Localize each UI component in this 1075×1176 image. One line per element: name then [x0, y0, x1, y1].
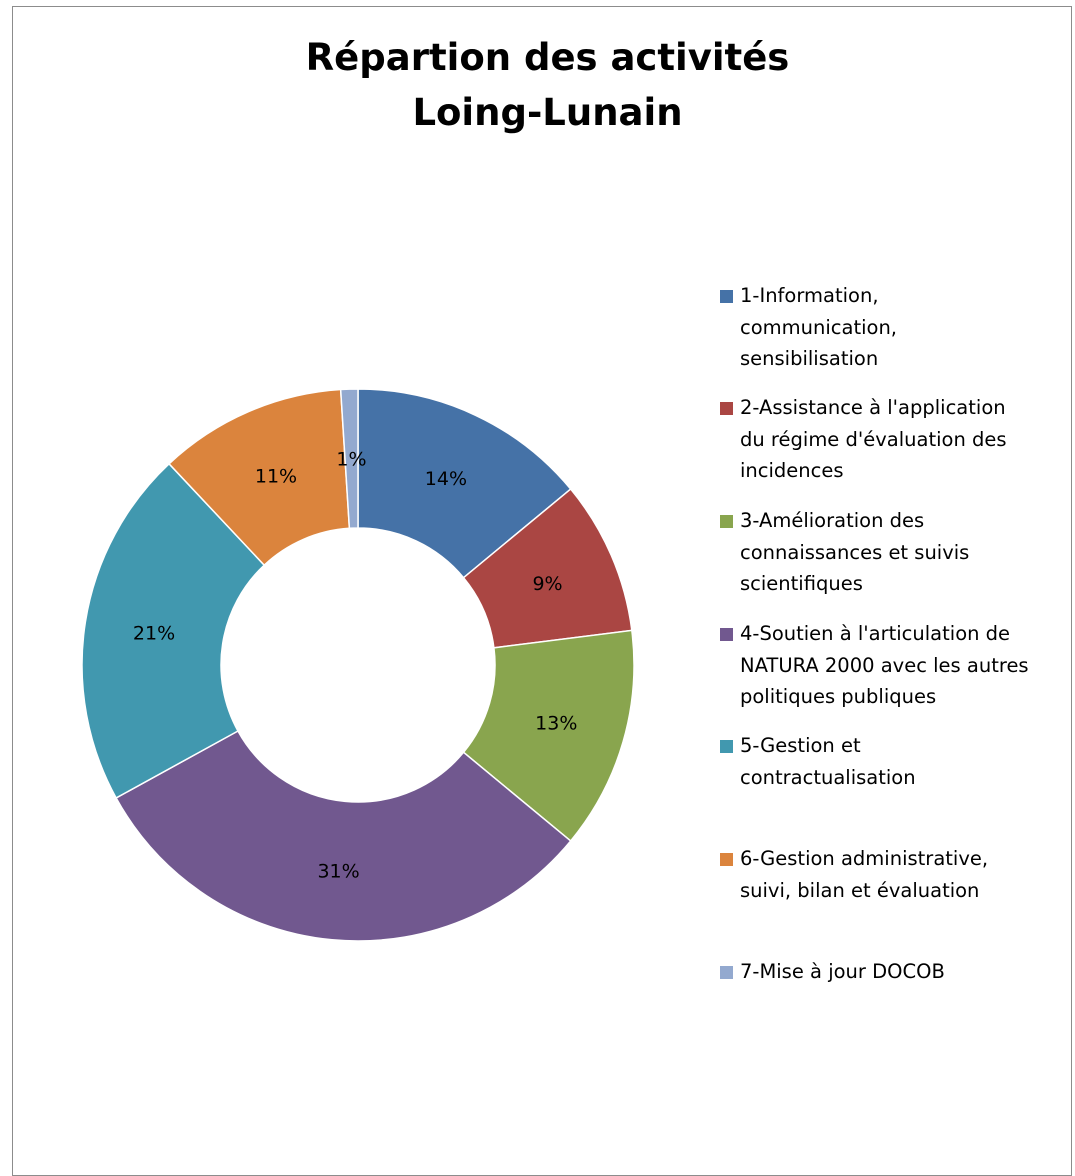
legend-swatch-3 — [720, 515, 733, 528]
slice-label-3: 13% — [535, 713, 577, 735]
slice-label-1: 14% — [425, 468, 467, 490]
legend-label-6-line-1: 6-Gestion administrative, — [740, 847, 989, 870]
legend-label-1-line-2: communication, — [740, 315, 897, 339]
legend-label-2: 2-Assistance à l'application du régime d'… — [740, 392, 1075, 487]
legend-swatch-7 — [720, 966, 733, 979]
legend-label-7-line-1: 7-Mise à jour DOCOB — [740, 960, 945, 983]
legend-label-2-line-3: incidences — [740, 459, 844, 482]
slice-label-7: 1% — [336, 449, 366, 471]
slice-label-4: 31% — [317, 861, 359, 883]
legend-label-1-line-1: 1-Information, — [740, 284, 879, 307]
chart-title-line-2: Loing-Lunain — [412, 91, 683, 134]
slice-label-6: 11% — [255, 465, 297, 487]
legend-swatch-6 — [720, 853, 733, 866]
slice-label-2: 9% — [532, 573, 562, 595]
legend-label-3: 3-Amélioration des connaissances et suivi… — [740, 505, 1075, 600]
legend-label-5-line-2: contractualisation — [740, 765, 916, 789]
legend-label-4-line-3: politiques publiques — [740, 685, 937, 708]
slice-1 — [357, 388, 572, 579]
legend-label-2-line-2: du régime d'évaluation des — [740, 427, 1007, 451]
slice-5 — [81, 462, 266, 799]
legend-label-1: 1-Information, communication, sensibilisat… — [740, 280, 1075, 375]
legend-label-5-line-1: 5-Gestion et — [740, 734, 861, 757]
legend-label-4: 4-Soutien à l'articulation de NATURA 2000… — [740, 618, 1075, 713]
chart-title: Répartion des activités Loing-Lunain — [0, 30, 1075, 140]
legend-label-3-line-1: 3-Amélioration des — [740, 509, 925, 532]
slice-3 — [462, 629, 635, 842]
legend-label-1-line-3: sensibilisation — [740, 347, 879, 370]
legend-label-5: 5-Gestion et contractualisation — [740, 730, 1075, 793]
legend-label-4-line-2: NATURA 2000 avec les autres — [740, 653, 1029, 677]
legend-swatch-2 — [720, 402, 733, 415]
legend-label-2-line-1: 2-Assistance à l'application — [740, 396, 1006, 419]
legend-label-7: 7-Mise à jour DOCOB — [740, 956, 1075, 988]
legend-label-6: 6-Gestion administrative, suivi, bilan et… — [740, 843, 1075, 906]
chart-title-line-1: Répartion des activités — [305, 36, 790, 79]
legend-label-6-line-2: suivi, bilan et évaluation — [740, 878, 980, 902]
slice-4 — [115, 729, 572, 942]
legend-swatch-1 — [720, 290, 733, 303]
legend-swatch-4 — [720, 628, 733, 641]
legend-label-4-line-1: 4-Soutien à l'articulation de — [740, 622, 1011, 645]
slice-7 — [339, 388, 359, 530]
legend-swatch-5 — [720, 740, 733, 753]
slice-label-5: 21% — [133, 623, 175, 645]
legend-label-3-line-2: connaissances et suivis — [740, 540, 970, 564]
legend-label-3-line-3: scientifiques — [740, 572, 863, 595]
doughnut-chart: 14% 9% 13% 31% 21% 11% 1% — [81, 388, 635, 942]
